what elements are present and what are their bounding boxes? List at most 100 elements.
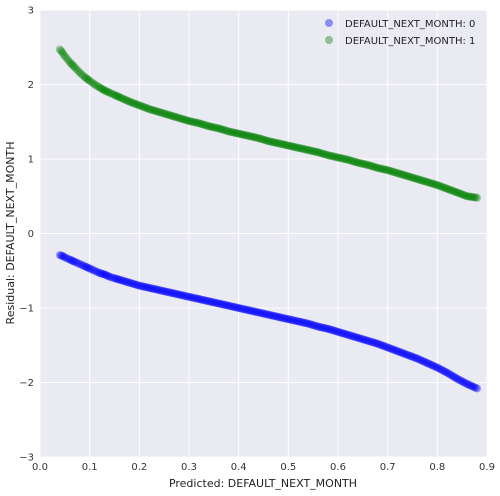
- data-point: [149, 284, 158, 293]
- data-point: [112, 92, 121, 101]
- data-point: [100, 86, 109, 95]
- data-point: [98, 84, 107, 93]
- data-point: [111, 91, 120, 100]
- data-point: [339, 154, 348, 163]
- data-point: [355, 334, 364, 343]
- data-point: [473, 384, 482, 393]
- data-point: [122, 277, 131, 286]
- data-point: [457, 377, 466, 386]
- data-point: [182, 292, 191, 301]
- data-point: [268, 311, 277, 320]
- data-point: [228, 128, 237, 137]
- data-point: [426, 178, 435, 187]
- data-point: [395, 169, 404, 178]
- data-point: [319, 323, 328, 332]
- data-point: [255, 134, 264, 143]
- data-point: [197, 295, 206, 304]
- data-point: [118, 276, 127, 285]
- data-point: [123, 97, 132, 105]
- data-point: [88, 266, 97, 274]
- data-point: [234, 304, 243, 312]
- data-point: [121, 277, 130, 286]
- data-point: [470, 383, 479, 392]
- data-point: [275, 313, 284, 322]
- data-point: [177, 291, 186, 300]
- data-point: [377, 164, 386, 173]
- data-point: [414, 175, 423, 184]
- data-point: [70, 257, 79, 266]
- data-point: [441, 184, 450, 193]
- data-point: [183, 116, 192, 125]
- data-point: [156, 286, 165, 295]
- data-point: [280, 140, 289, 149]
- x-tick-labels: 0.0 0.1 0.2 0.3 0.4 0.5 0.6 0.7 0.8 0.9: [32, 462, 495, 473]
- data-point: [359, 160, 368, 168]
- data-point: [103, 271, 112, 280]
- data-point: [338, 329, 347, 338]
- data-point: [246, 132, 255, 141]
- x-tick-label: 0.6: [330, 462, 346, 473]
- data-point: [60, 52, 69, 61]
- data-point: [294, 317, 303, 326]
- data-point: [362, 160, 371, 169]
- data-point: [68, 256, 77, 265]
- data-point: [331, 326, 340, 335]
- data-point: [170, 112, 179, 121]
- data-point: [421, 177, 430, 186]
- data-point: [420, 177, 429, 186]
- data-point: [420, 357, 429, 366]
- data-point: [468, 382, 477, 391]
- data-point: [332, 327, 341, 336]
- data-point: [272, 312, 281, 321]
- data-point: [133, 281, 142, 290]
- data-point: [308, 320, 317, 329]
- data-point: [358, 335, 367, 344]
- data-point: [145, 105, 154, 114]
- data-point: [309, 321, 318, 330]
- data-point: [209, 298, 218, 307]
- data-point: [200, 296, 209, 305]
- data-point: [126, 279, 135, 288]
- data-point: [375, 340, 384, 349]
- data-point: [85, 76, 94, 85]
- data-point: [304, 319, 313, 328]
- data-point: [446, 185, 455, 194]
- data-point: [280, 314, 289, 323]
- data-point: [322, 150, 331, 159]
- data-point: [122, 96, 131, 105]
- data-point: [436, 365, 445, 374]
- data-point: [318, 323, 327, 332]
- data-point: [351, 332, 360, 341]
- x-axis-label: Predicted: DEFAULT_NEXT_MONTH: [169, 477, 357, 490]
- x-tick-label: 0.8: [429, 462, 445, 473]
- data-point: [189, 117, 198, 126]
- data-point: [217, 125, 226, 134]
- data-point: [444, 185, 453, 194]
- data-point: [248, 132, 257, 141]
- data-point: [248, 307, 257, 316]
- data-point: [95, 83, 104, 92]
- data-point: [458, 190, 467, 199]
- data-point: [58, 48, 67, 57]
- data-point: [207, 122, 216, 131]
- data-point: [159, 287, 168, 296]
- data-point: [139, 102, 148, 111]
- data-point: [254, 308, 263, 317]
- data-point: [295, 317, 304, 326]
- data-point: [399, 349, 408, 358]
- data-point: [433, 181, 442, 190]
- data-point: [281, 140, 290, 149]
- data-point: [251, 307, 260, 316]
- data-point: [247, 132, 256, 141]
- data-point: [180, 291, 189, 300]
- data-point: [197, 120, 206, 129]
- data-point: [143, 104, 152, 113]
- data-point: [265, 137, 274, 146]
- data-point: [460, 191, 469, 200]
- data-point: [99, 85, 108, 94]
- data-point: [382, 342, 391, 351]
- data-point: [429, 179, 438, 188]
- data-point: [138, 282, 147, 291]
- data-point: [319, 150, 328, 158]
